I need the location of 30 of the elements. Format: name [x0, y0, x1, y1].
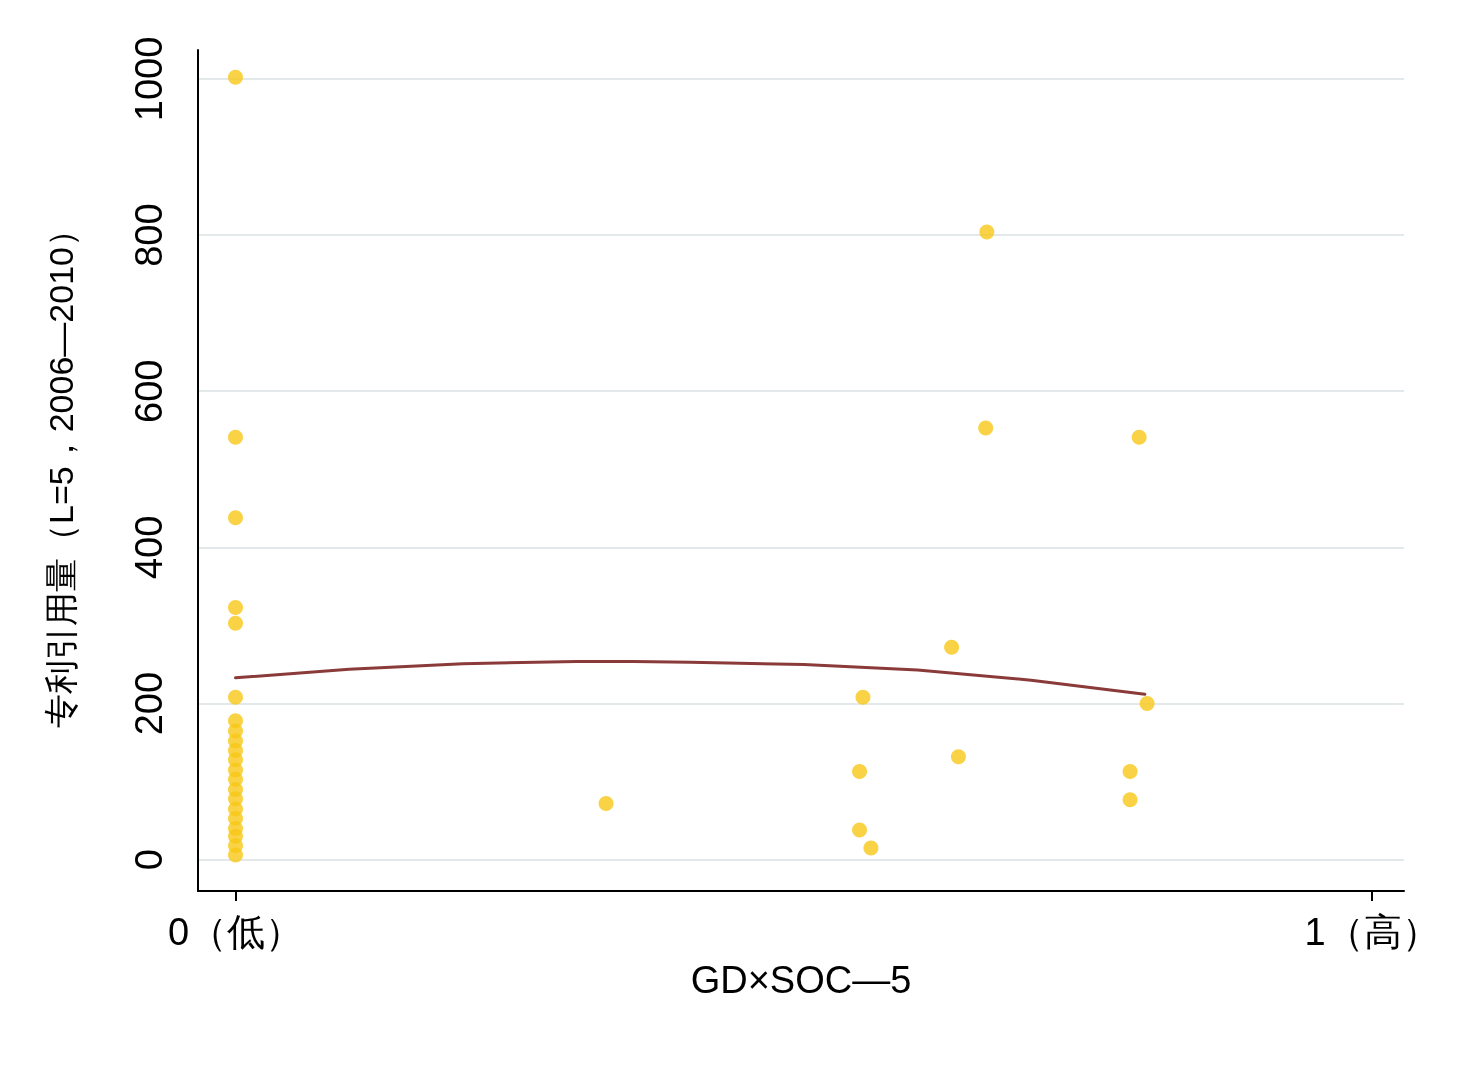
point: [979, 224, 995, 240]
y-axis-title: 专利引用量（L=5，2006—2010）: [42, 213, 80, 728]
y-tick-label: 0: [128, 849, 170, 871]
point: [228, 600, 244, 616]
point: [228, 510, 244, 526]
point: [863, 840, 879, 856]
point: [1122, 792, 1138, 808]
point: [852, 822, 868, 838]
y-tick-label: 200: [128, 671, 170, 736]
y-tick-label: 400: [128, 515, 170, 580]
point: [1122, 764, 1138, 780]
y-tick-label: 1000: [128, 36, 170, 122]
y-tick-label: 800: [128, 203, 170, 267]
point: [228, 615, 244, 631]
point: [228, 429, 244, 445]
point: [228, 689, 244, 705]
point: [950, 749, 966, 765]
point: [978, 420, 994, 436]
y-tick-label: 600: [128, 359, 170, 423]
point: [1131, 429, 1147, 445]
point: [855, 689, 871, 705]
point: [852, 764, 868, 780]
point: [1139, 696, 1155, 712]
x-tick-label: 0（低）: [167, 911, 304, 953]
x-tick-label: 1（高）: [1304, 911, 1440, 953]
point: [944, 639, 960, 655]
point: [228, 847, 244, 863]
point: [228, 69, 244, 85]
x-axis-title: GD×SOC—5: [690, 959, 912, 1001]
point: [598, 796, 614, 812]
